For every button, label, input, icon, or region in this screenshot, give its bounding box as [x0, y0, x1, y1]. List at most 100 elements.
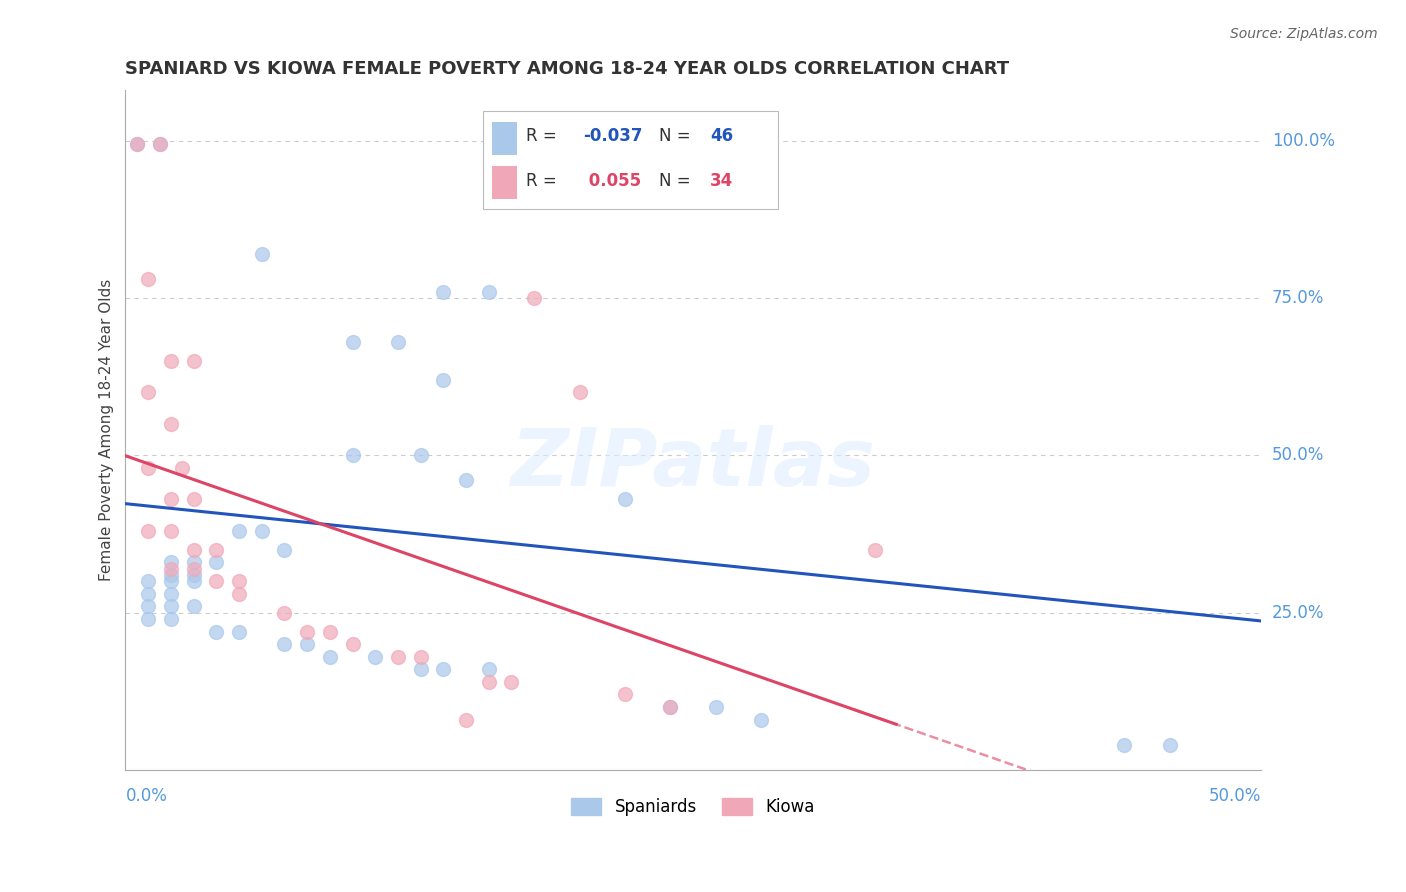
Point: [478, 674, 501, 689]
Point: [637, 136, 659, 151]
Point: [183, 354, 205, 368]
Point: [432, 373, 454, 387]
Legend: Spaniards, Kiowa: Spaniards, Kiowa: [565, 791, 821, 822]
Point: [160, 574, 183, 589]
Point: [136, 599, 159, 614]
Point: [136, 612, 159, 626]
Point: [409, 448, 432, 462]
Point: [183, 492, 205, 507]
Point: [273, 606, 295, 620]
Text: 0.055: 0.055: [583, 172, 641, 190]
Text: SPANIARD VS KIOWA FEMALE POVERTY AMONG 18-24 YEAR OLDS CORRELATION CHART: SPANIARD VS KIOWA FEMALE POVERTY AMONG 1…: [125, 60, 1010, 78]
Point: [319, 624, 342, 639]
Point: [342, 334, 364, 349]
Point: [568, 136, 591, 151]
Point: [659, 700, 682, 714]
Text: -0.037: -0.037: [583, 128, 643, 145]
Text: R =: R =: [526, 128, 562, 145]
Point: [863, 542, 886, 557]
Text: N =: N =: [659, 128, 696, 145]
Point: [454, 713, 477, 727]
Point: [501, 674, 523, 689]
Text: 50.0%: 50.0%: [1208, 787, 1261, 805]
Point: [1114, 738, 1136, 752]
Y-axis label: Female Poverty Among 18-24 Year Olds: Female Poverty Among 18-24 Year Olds: [100, 279, 114, 582]
Point: [432, 662, 454, 676]
Point: [228, 587, 250, 601]
Point: [148, 136, 170, 151]
Point: [523, 291, 546, 305]
Point: [295, 624, 318, 639]
Point: [704, 700, 727, 714]
Text: 0.0%: 0.0%: [125, 787, 167, 805]
Point: [160, 587, 183, 601]
Point: [319, 649, 342, 664]
Point: [228, 624, 250, 639]
Point: [160, 567, 183, 582]
Text: N =: N =: [659, 172, 696, 190]
Point: [273, 542, 295, 557]
Point: [136, 524, 159, 538]
Point: [613, 492, 636, 507]
Point: [148, 136, 170, 151]
Text: 50.0%: 50.0%: [1272, 446, 1324, 465]
Point: [172, 461, 194, 475]
Point: [160, 354, 183, 368]
Point: [136, 461, 159, 475]
Point: [387, 334, 409, 349]
Point: [250, 524, 273, 538]
FancyBboxPatch shape: [492, 167, 517, 199]
Point: [228, 574, 250, 589]
Point: [136, 574, 159, 589]
Point: [1159, 738, 1181, 752]
Point: [568, 385, 591, 400]
Point: [387, 649, 409, 664]
Point: [478, 285, 501, 299]
Text: 25.0%: 25.0%: [1272, 604, 1324, 622]
Point: [478, 662, 501, 676]
Point: [342, 448, 364, 462]
Point: [136, 272, 159, 286]
Point: [183, 542, 205, 557]
Point: [659, 700, 682, 714]
Point: [160, 492, 183, 507]
Point: [183, 574, 205, 589]
Point: [454, 474, 477, 488]
Point: [205, 542, 228, 557]
FancyBboxPatch shape: [484, 111, 778, 210]
Point: [136, 385, 159, 400]
Point: [160, 417, 183, 431]
Point: [160, 561, 183, 575]
Point: [364, 649, 387, 664]
Point: [160, 555, 183, 569]
Point: [250, 247, 273, 261]
Point: [613, 688, 636, 702]
Point: [273, 637, 295, 651]
Point: [205, 555, 228, 569]
Point: [125, 136, 148, 151]
Point: [749, 713, 772, 727]
Point: [409, 649, 432, 664]
Text: 34: 34: [710, 172, 734, 190]
Point: [183, 561, 205, 575]
Text: Source: ZipAtlas.com: Source: ZipAtlas.com: [1230, 27, 1378, 41]
Point: [205, 624, 228, 639]
Point: [183, 555, 205, 569]
Point: [409, 662, 432, 676]
Point: [125, 136, 148, 151]
Point: [160, 612, 183, 626]
Text: R =: R =: [526, 172, 562, 190]
Point: [432, 285, 454, 299]
Point: [183, 599, 205, 614]
Point: [228, 524, 250, 538]
FancyBboxPatch shape: [492, 122, 517, 155]
Point: [136, 587, 159, 601]
Point: [183, 567, 205, 582]
Text: 100.0%: 100.0%: [1272, 132, 1334, 150]
Point: [342, 637, 364, 651]
Point: [295, 637, 318, 651]
Point: [205, 574, 228, 589]
Point: [160, 524, 183, 538]
Text: ZIPatlas: ZIPatlas: [510, 425, 876, 503]
Text: 46: 46: [710, 128, 733, 145]
